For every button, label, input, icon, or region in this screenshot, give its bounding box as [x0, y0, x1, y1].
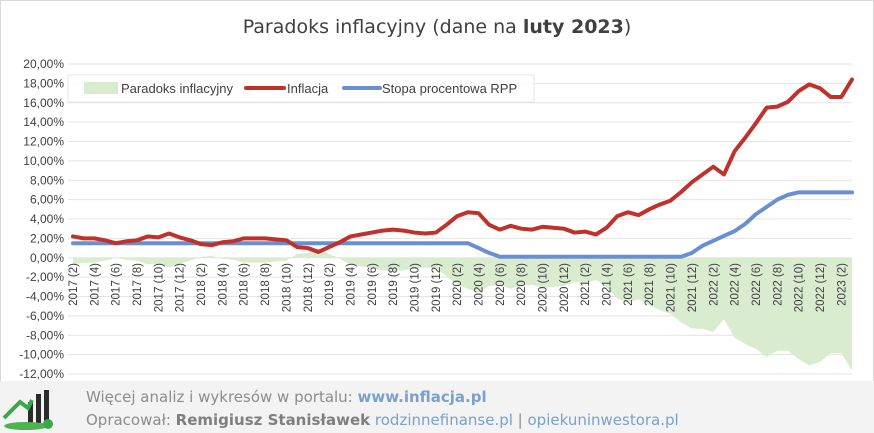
legend-box	[67, 74, 535, 103]
y-tick-label: 20,00%	[23, 57, 64, 71]
y-tick-label: 0,00%	[30, 251, 64, 265]
x-tick-label: 2019 (10)	[409, 263, 421, 312]
y-tick-label: 18,00%	[23, 76, 64, 90]
y-tick-label: 8,00%	[30, 173, 64, 187]
y-tick-label: -10,00%	[19, 348, 64, 362]
footer-author-prefix: Opracował:	[86, 411, 176, 429]
footer-link-rodzinnefinanse[interactable]: rodzinnefinanse.pl	[374, 411, 513, 429]
x-tick-label: 2018 (8)	[260, 263, 272, 306]
footer-author: Remigiusz Stanisławek	[175, 411, 371, 429]
paradox-area-path	[73, 249, 852, 371]
gridlines	[68, 63, 852, 375]
x-tick-label: 2017 (6)	[111, 263, 123, 306]
x-tick-label: 2019 (2)	[324, 263, 336, 306]
footer-portal-text: Więcej analiz i wykresów w portalu:	[86, 388, 358, 406]
logo-icon	[2, 390, 53, 430]
x-tick-label: 2022 (6)	[751, 263, 763, 306]
y-tick-label: -6,00%	[26, 309, 64, 323]
footer-portal-link[interactable]: www.inflacja.pl	[357, 388, 487, 406]
footer-separator: |	[512, 411, 528, 429]
x-tick-label: 2021 (10)	[666, 263, 678, 312]
x-tick-label: 2018 (6)	[239, 263, 251, 306]
x-tick-label: 2020 (2)	[452, 263, 464, 306]
chart-title-bold: luty 2023	[523, 16, 624, 38]
x-axis-labels: 2017 (2) 2017 (4) 2017 (6) 2017 (8) 2017 (10…	[68, 263, 848, 312]
chart: Paradoks inflacyjny (dane na luty 2023) …	[19, 16, 854, 381]
x-tick-label: 2017 (8)	[132, 263, 144, 306]
legend-swatch-paradox	[84, 82, 118, 94]
x-tick-label: 2021 (8)	[644, 263, 656, 306]
x-tick-label: 2022 (10)	[794, 263, 806, 312]
y-tick-label: 10,00%	[23, 154, 64, 168]
rate-line	[71, 190, 854, 259]
x-tick-label: 2021 (2)	[580, 263, 592, 306]
x-tick-label: 2022 (2)	[708, 263, 720, 306]
y-tick-label: 12,00%	[23, 135, 64, 149]
x-tick-label: 2017 (2)	[68, 263, 80, 306]
legend: Paradoks inflacyjny Inflacja Stopa proce…	[67, 74, 535, 103]
legend-label-inflation: Inflacja	[287, 81, 329, 96]
y-tick-label: 14,00%	[23, 115, 64, 129]
x-tick-label: 2021 (4)	[602, 263, 614, 306]
x-tick-label: 2017 (10)	[153, 263, 165, 312]
chart-title: Paradoks inflacyjny (dane na luty 2023)	[243, 16, 632, 38]
x-tick-label: 2020 (4)	[474, 263, 486, 306]
paradox-area	[73, 249, 852, 371]
x-tick-label: 2018 (10)	[281, 263, 293, 312]
y-tick-label: -12,00%	[19, 367, 64, 381]
x-tick-label: 2019 (12)	[431, 263, 443, 312]
x-tick-label: 2022 (4)	[730, 263, 742, 306]
footer	[0, 381, 874, 433]
footer-link-opiekuninwestora[interactable]: opiekuninwestora.pl	[527, 411, 679, 429]
x-tick-label: 2018 (4)	[217, 263, 229, 306]
y-tick-label: -8,00%	[26, 328, 64, 342]
x-tick-label: 2022 (12)	[815, 263, 827, 312]
inflation-line	[71, 77, 854, 254]
footer-line-1: Więcej analiz i wykresów w portalu: www.…	[86, 388, 487, 406]
legend-label-rate: Stopa procentowa RPP	[382, 81, 517, 96]
y-tick-label: 2,00%	[30, 231, 64, 245]
legend-label-paradox: Paradoks inflacyjny	[121, 81, 233, 96]
x-tick-label: 2017 (12)	[175, 263, 187, 312]
footer-line-2: Opracował: Remigiusz Stanisławek rodzinn…	[86, 411, 679, 429]
x-tick-label: 2019 (6)	[367, 263, 379, 306]
series-lines	[71, 77, 854, 259]
x-tick-label: 2023 (2)	[836, 263, 848, 306]
x-tick-label: 2018 (12)	[303, 263, 315, 312]
x-tick-label: 2022 (8)	[772, 263, 784, 306]
y-tick-label: -4,00%	[26, 290, 64, 304]
x-tick-label: 2017 (4)	[89, 263, 101, 306]
x-tick-label: 2019 (8)	[388, 263, 400, 306]
x-tick-label: 2020 (8)	[516, 263, 528, 306]
x-tick-label: 2021 (12)	[687, 263, 699, 312]
x-tick-label: 2021 (6)	[623, 263, 635, 306]
y-tick-label: 6,00%	[30, 193, 64, 207]
x-tick-label: 2019 (4)	[345, 263, 357, 306]
x-tick-label: 2018 (2)	[196, 263, 208, 306]
x-tick-label: 2020 (12)	[559, 263, 571, 312]
y-tick-label: 16,00%	[23, 96, 64, 110]
chart-title-suffix: )	[624, 16, 631, 38]
y-axis-labels: 20,00% 18,00% 16,00% 14,00% 12,00% 10,00% 8,00…	[19, 57, 64, 381]
x-tick-label: 2020 (10)	[538, 263, 550, 312]
y-tick-label: -2,00%	[26, 270, 64, 284]
x-tick-label: 2020 (6)	[495, 263, 507, 306]
y-tick-label: 4,00%	[30, 212, 64, 226]
chart-title-prefix: Paradoks inflacyjny (dane na	[243, 16, 523, 38]
